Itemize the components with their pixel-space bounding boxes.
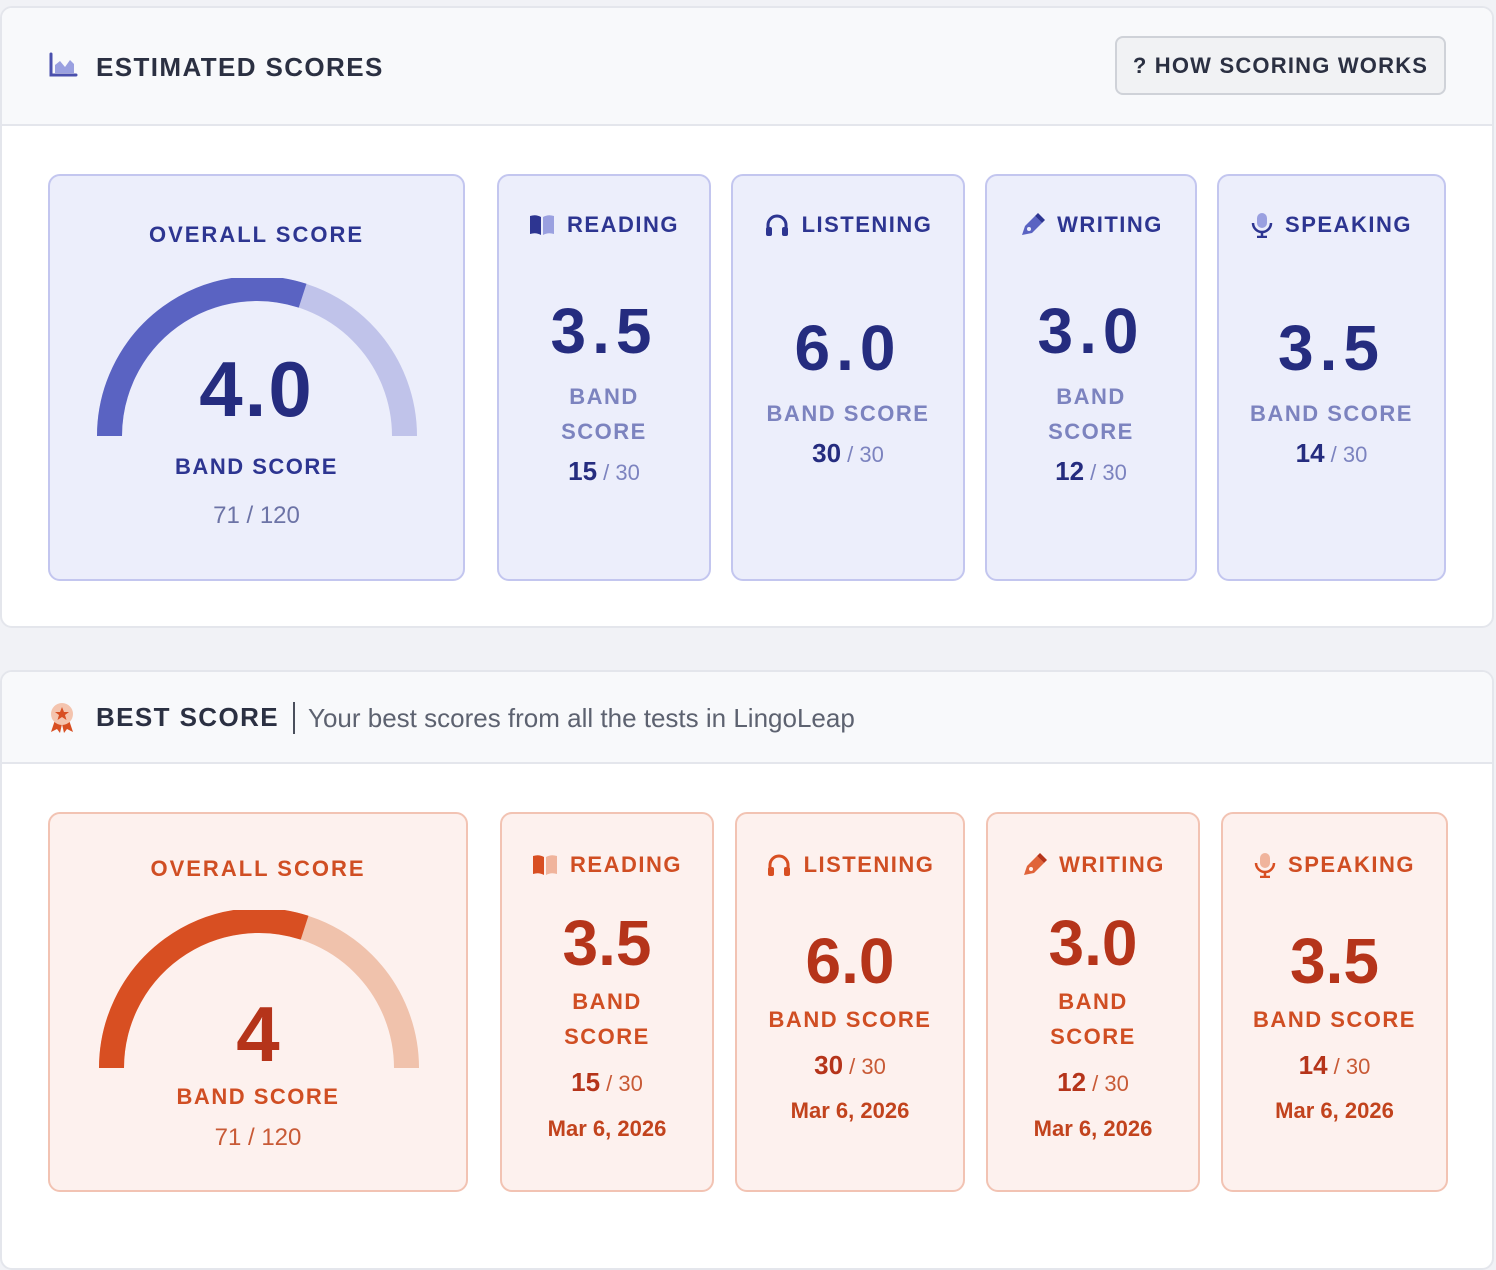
area-chart-icon <box>48 52 78 83</box>
estimated-scores-panel: ESTIMATED SCORES ? HOW SCORING WORKS OVE… <box>0 6 1494 628</box>
best-speaking-header: SPEAKING <box>1223 852 1446 878</box>
best-reading-band-score-value: 3.5 <box>562 907 652 979</box>
overall-score-card: OVERALL SCORE 4.0 BAND SCORE 71 / 120 <box>48 174 465 581</box>
best-score-header: BEST SCORE Your best scores from all the… <box>2 672 1492 764</box>
writing-header: WRITING <box>987 212 1195 238</box>
best-writing-band-score-label: BAND SCORE <box>1050 989 1136 1049</box>
microphone-icon <box>1251 213 1273 238</box>
overall-raw-score: 71 / 120 <box>213 502 300 529</box>
listening-label: LISTENING <box>801 212 933 237</box>
header-divider <box>293 702 295 734</box>
best-writing-raw-score: 12 / 30 <box>1057 1067 1129 1097</box>
best-speaking-band-score-label: BAND SCORE <box>1253 1007 1416 1032</box>
best-listening-score-card: LISTENING 6.0 BAND SCORE 30 / 30 Mar 6, … <box>735 812 965 1192</box>
best-speaking-band-score-value: 3.5 <box>1290 925 1379 997</box>
reading-band-score-label: BAND SCORE <box>561 384 647 444</box>
best-listening-label: LISTENING <box>803 852 935 877</box>
listening-header: LISTENING <box>733 212 963 238</box>
best-overall-raw-score: 71 / 120 <box>214 1124 302 1151</box>
best-score-panel: BEST SCORE Your best scores from all the… <box>0 670 1494 1270</box>
microphone-icon <box>1254 853 1276 878</box>
best-speaking-score-card: SPEAKING 3.5 BAND SCORE 14 / 30 Mar 6, 2… <box>1221 812 1448 1192</box>
best-listening-header: LISTENING <box>737 852 963 878</box>
headphones-icon <box>765 214 788 236</box>
speaking-band-score-label: BAND SCORE <box>1250 401 1413 426</box>
listening-band-score-label: BAND SCORE <box>766 401 930 426</box>
reading-label: READING <box>567 212 679 237</box>
pen-icon <box>1022 213 1046 235</box>
best-writing-score-card: WRITING 3.0 BAND SCORE 12 / 30 Mar 6, 20… <box>986 812 1200 1192</box>
best-speaking-raw-score: 14 / 30 <box>1298 1050 1371 1080</box>
reading-raw-score: 15 / 30 <box>568 456 640 486</box>
book-icon <box>530 215 555 235</box>
best-reading-band-score-label: BAND SCORE <box>564 989 650 1049</box>
reading-header: READING <box>499 212 709 238</box>
best-overall-score-label: OVERALL SCORE <box>150 856 366 881</box>
best-overall-score-gauge <box>99 910 419 1069</box>
best-score-subtitle: Your best scores from all the tests in L… <box>308 703 855 733</box>
best-reading-raw-score: 15 / 30 <box>571 1067 643 1097</box>
best-listening-band-score-label: BAND SCORE <box>768 1007 932 1032</box>
listening-band-score-value: 6.0 <box>794 312 902 384</box>
overall-score-label: OVERALL SCORE <box>148 222 365 247</box>
overall-score-gauge <box>97 278 417 437</box>
best-speaking-date: Mar 6, 2026 <box>1275 1098 1394 1123</box>
writing-band-score-value: 3.0 <box>1037 295 1145 367</box>
writing-raw-score: 12 / 30 <box>1055 456 1127 486</box>
pen-icon <box>1024 853 1048 875</box>
speaking-raw-score: 14 / 30 <box>1295 438 1368 468</box>
speaking-score-card: SPEAKING 3.5 BAND SCORE 14 / 30 <box>1217 174 1446 581</box>
best-reading-date: Mar 6, 2026 <box>547 1116 667 1141</box>
speaking-label: SPEAKING <box>1285 212 1412 237</box>
overall-band-score-value: 4.0 <box>199 345 314 433</box>
overall-band-score-label: BAND SCORE <box>175 454 338 479</box>
listening-raw-score: 30 / 30 <box>812 438 884 468</box>
writing-band-score-label: BAND SCORE <box>1048 384 1134 444</box>
how-scoring-works-button[interactable]: ? HOW SCORING WORKS <box>1115 36 1446 95</box>
book-icon <box>533 855 558 875</box>
best-listening-band-score-value: 6.0 <box>805 925 895 997</box>
best-writing-band-score-value: 3.0 <box>1048 907 1138 979</box>
best-listening-date: Mar 6, 2026 <box>790 1098 910 1123</box>
best-reading-score-card: READING 3.5 BAND SCORE 15 / 30 Mar 6, 20… <box>500 812 714 1192</box>
best-reading-label: READING <box>570 852 682 877</box>
reading-band-score-value: 3.5 <box>550 295 658 367</box>
best-reading-header: READING <box>502 852 712 878</box>
best-overall-band-score-label: BAND SCORE <box>176 1084 340 1109</box>
best-score-title: BEST SCORE <box>96 702 280 732</box>
speaking-header: SPEAKING <box>1219 212 1444 238</box>
best-listening-raw-score: 30 / 30 <box>814 1050 886 1080</box>
best-writing-date: Mar 6, 2026 <box>1033 1116 1153 1141</box>
best-overall-score-card: OVERALL SCORE 4 BAND SCORE 71 / 120 <box>48 812 468 1192</box>
award-ribbon-icon <box>48 702 76 739</box>
writing-label: WRITING <box>1057 212 1163 237</box>
best-writing-label: WRITING <box>1059 852 1165 877</box>
best-writing-header: WRITING <box>988 852 1198 878</box>
headphones-icon <box>767 854 790 876</box>
reading-score-card: READING 3.5 BAND SCORE 15 / 30 <box>497 174 711 581</box>
best-overall-band-score-value: 4 <box>236 990 280 1078</box>
estimated-scores-header: ESTIMATED SCORES ? HOW SCORING WORKS <box>2 8 1492 126</box>
speaking-band-score-value: 3.5 <box>1278 312 1385 384</box>
best-speaking-label: SPEAKING <box>1288 852 1415 877</box>
writing-score-card: WRITING 3.0 BAND SCORE 12 / 30 <box>985 174 1197 581</box>
listening-score-card: LISTENING 6.0 BAND SCORE 30 / 30 <box>731 174 965 581</box>
estimated-scores-title: ESTIMATED SCORES <box>96 52 384 82</box>
